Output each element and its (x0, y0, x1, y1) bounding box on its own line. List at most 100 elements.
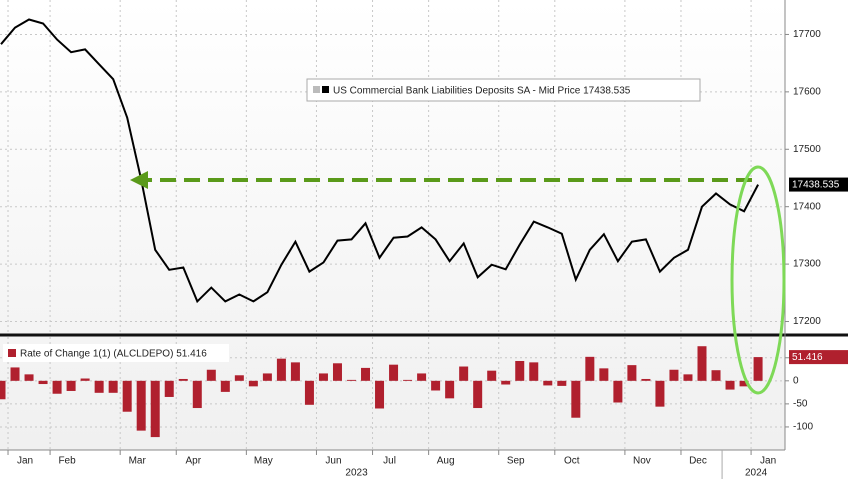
plot-background (0, 0, 785, 450)
top-legend: US Commercial Bank Liabilities Deposits … (306, 78, 701, 102)
x-tick-label: Mar (129, 456, 147, 467)
bar (94, 380, 104, 393)
bar (108, 380, 118, 393)
annotation (130, 165, 786, 395)
bar (262, 373, 272, 381)
bar (0, 380, 6, 400)
bar (557, 380, 567, 386)
last-value-box (789, 177, 848, 192)
bar (711, 370, 721, 381)
x-tick-label: Dec (689, 456, 707, 467)
x-tick-label: Apr (185, 456, 201, 467)
bar (178, 378, 188, 381)
x-tick-label: Jul (383, 456, 396, 467)
legend-swatch (322, 86, 329, 93)
bar (290, 362, 300, 381)
bar (375, 380, 385, 409)
x-tick-label: Jun (325, 456, 341, 467)
x-tick-label: Nov (633, 456, 651, 467)
bar (164, 380, 174, 397)
legend-text: Rate of Change 1(1) (ALCLDEPO) 51.416 (20, 348, 207, 359)
bar (52, 380, 62, 394)
y-tick-label: 17300 (793, 259, 821, 270)
legend-value: 17438.535 (583, 85, 631, 96)
bar (234, 375, 244, 381)
legend-value: 51.416 (176, 348, 207, 359)
bar (431, 380, 441, 391)
y-tick-label: 17400 (793, 201, 821, 212)
bar (459, 366, 469, 381)
bar (515, 360, 525, 381)
x-tick-label: Sep (507, 456, 525, 467)
x-tick-label: Oct (564, 456, 580, 467)
bar (753, 357, 763, 381)
x-tick-label: Aug (437, 456, 455, 467)
bar (669, 369, 679, 381)
bar (599, 368, 609, 381)
bar (445, 380, 455, 399)
y-tick-label: 17600 (793, 87, 821, 98)
y-tick-label: -50 (793, 399, 808, 410)
y-tick-label: 17500 (793, 144, 821, 155)
bar (585, 356, 595, 381)
y-tick-label: 17200 (793, 316, 821, 327)
bar (248, 380, 258, 387)
y-tick-label: 0 (793, 375, 799, 386)
last-value-label: 17438.535 (792, 180, 840, 191)
series-line (0, 18, 759, 304)
bar (529, 362, 539, 381)
last-value-box (789, 350, 848, 365)
year-label: 2024 (745, 468, 768, 479)
bar (697, 346, 707, 381)
bar (66, 380, 76, 391)
bar (80, 378, 90, 381)
legend-swatch (8, 349, 16, 357)
bar (501, 380, 511, 385)
bar (725, 380, 735, 390)
bar (150, 380, 160, 438)
bar (304, 380, 314, 405)
bar (389, 364, 399, 381)
highlight-ellipse (730, 165, 786, 395)
bar (543, 380, 553, 386)
bar (332, 363, 342, 381)
bar (276, 358, 286, 381)
bar (655, 380, 665, 407)
year-label: 2023 (345, 468, 368, 479)
bar (136, 380, 146, 431)
bar (571, 380, 581, 418)
bar (192, 380, 202, 409)
last-value-label: 51.416 (792, 352, 823, 363)
y-tick-label: -100 (793, 422, 813, 433)
x-tick-label: May (254, 456, 273, 467)
legend-text: US Commercial Bank Liabilities Deposits … (333, 85, 631, 96)
bar (641, 378, 651, 381)
bar (38, 380, 48, 385)
bar (683, 374, 693, 381)
bar (473, 380, 483, 409)
bar (361, 367, 371, 381)
bar (403, 379, 413, 381)
bottom-legend: Rate of Change 1(1) (ALCLDEPO) 51.416 (3, 344, 229, 362)
legend-label: US Commercial Bank Liabilities Deposits … (333, 85, 581, 96)
arrow-head (130, 171, 148, 189)
legend-box (3, 344, 229, 362)
bar (206, 369, 216, 381)
x-tick-label: Feb (58, 456, 76, 467)
bar (417, 373, 427, 381)
bar (318, 373, 328, 381)
y-tick-label: 17700 (793, 29, 821, 40)
legend-label: Rate of Change 1(1) (ALCLDEPO) (20, 348, 173, 359)
x-tick-label: Jan (17, 456, 33, 467)
bar (627, 365, 637, 381)
legend-swatch (313, 86, 320, 93)
bar (613, 380, 623, 403)
legend-box (306, 78, 701, 102)
bar (739, 380, 749, 387)
bar (10, 367, 20, 381)
bar (24, 374, 34, 381)
x-tick-label: Jan (760, 456, 776, 467)
bar (122, 380, 132, 412)
bar (347, 379, 356, 381)
